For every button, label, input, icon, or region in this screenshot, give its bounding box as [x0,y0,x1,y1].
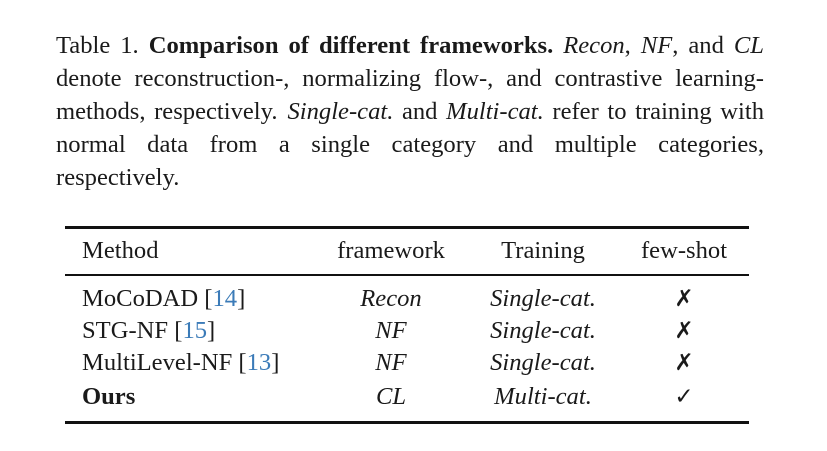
method-name: STG-NF [82,317,169,344]
method-name: MoCoDAD [82,285,199,312]
table-bottom-rule [65,421,749,424]
comparison-table: Method framework Training few-shot MoCoD… [65,226,749,424]
caption-text: refer to training with normal data from … [56,98,764,191]
caption-nf: NF [640,32,673,59]
table-row-method: MoCoDAD [14] [82,285,246,312]
table-row-method: Ours [82,382,135,412]
header-method: Method [82,237,159,264]
header-framework-label: framework [337,237,445,264]
framework-value: NF [375,349,407,376]
caption-single: Single-cat. [287,98,394,125]
method-name: Ours [82,383,136,410]
table-row-method: MultiLevel-NF [13] [82,349,280,376]
caption-sep: , and [672,32,734,59]
training-value: Single-cat. [490,285,596,312]
table-caption: Table 1. Comparison of different framewor… [56,29,764,194]
header-few-shot-label: few-shot [640,237,728,264]
cross-icon: ✗ [674,318,694,344]
header-training-label: Training [501,237,585,264]
caption-text: denote reconstruction-, normalizing flow… [56,65,764,125]
citation-link[interactable]: 13 [246,349,272,376]
cross-icon: ✗ [674,350,694,376]
caption-multi: Multi-cat. [446,98,544,125]
citation-link[interactable]: 14 [212,285,238,312]
table-row-method: STG-NF [15] [82,317,216,344]
caption-label: Table 1. [56,32,139,59]
caption-cl: CL [733,32,764,59]
caption-recon: Recon [563,32,625,59]
framework-value: CL [375,383,407,410]
framework-value: Recon [360,285,422,312]
cross-icon: ✗ [674,286,694,312]
training-value: Single-cat. [490,317,596,344]
caption-sep: and [393,98,447,125]
training-value: Single-cat. [490,349,596,376]
check-icon: ✓ [674,384,694,410]
table-top-rule [65,226,749,229]
framework-value: NF [375,317,407,344]
caption-sep: , [624,32,641,59]
table-header-rule [65,274,749,276]
method-name: MultiLevel-NF [82,349,233,376]
citation-link[interactable]: 15 [182,317,208,344]
training-value: Multi-cat. [494,383,592,410]
caption-title: Comparison of different frameworks. [148,32,554,59]
